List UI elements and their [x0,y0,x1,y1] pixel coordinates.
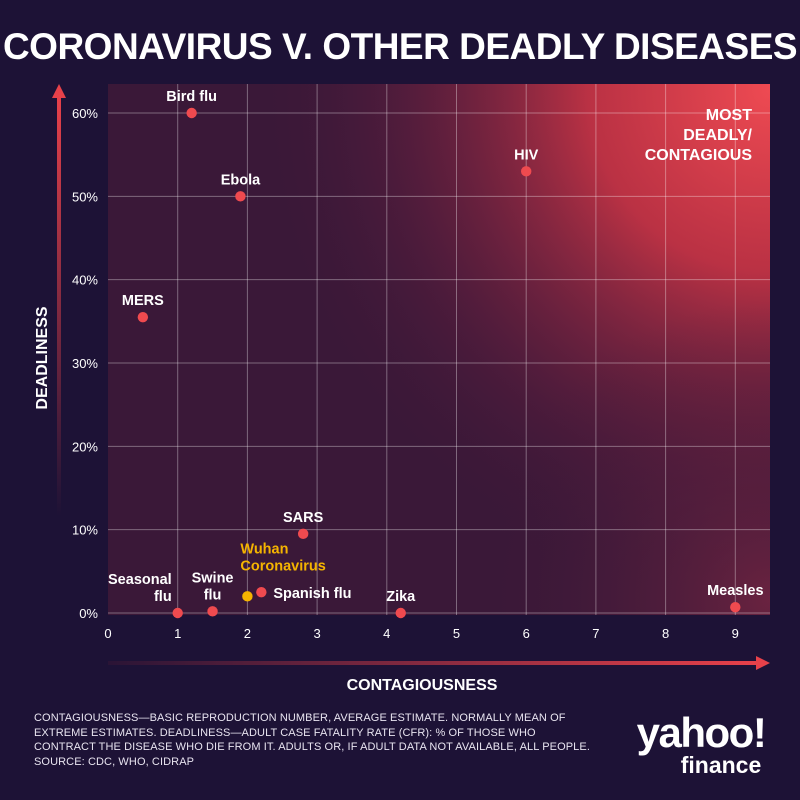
x-tick-label: 0 [104,626,111,641]
data-point [297,528,309,540]
data-point [521,166,532,177]
x-tick-label: 9 [732,626,739,641]
data-label-line: flu [204,587,222,603]
data-label: MERS [122,293,164,309]
data-label: Ebola [221,172,261,188]
data-point [730,601,741,613]
data-point [186,107,197,119]
data-label-line: Seasonal [108,572,172,588]
x-tick-label: 3 [313,626,320,641]
data-label: SARS [283,510,324,526]
x-tick-label: 2 [244,626,251,641]
y-tick-label: 40% [72,273,98,288]
chart-title: CORONAVIRUS V. OTHER DEADLY DISEASES [2,26,798,67]
x-tick-label: 4 [383,626,390,641]
x-tick-label: 6 [523,626,530,641]
footnote-line: CONTAGIOUSNESS—BASIC REPRODUCTION NUMBER… [34,712,566,724]
axis-arrows [52,84,770,670]
grid-lines [108,84,770,615]
data-point [395,607,406,619]
footnote-line: SOURCE: CDC, WHO, CIDRAP [34,755,195,768]
x-axis-arrow-head [756,656,770,670]
logo-subtitle: finance [680,752,762,778]
corner-annotation: MOST DEADLY/CONTAGIOUS [645,107,753,164]
plot-area [108,84,770,615]
y-tick-label: 50% [72,189,98,204]
yahoo-finance-logo: yahoo! finance [626,712,776,777]
x-tick-label: 7 [592,626,599,641]
x-tick-label: 8 [662,626,669,641]
data-label-line: Wuhan [240,541,288,557]
data-label: Wuhan Coronavirus [240,541,325,574]
x-axis-label: CONTAGIOUSNESS [347,677,498,694]
y-tick-label: 10% [72,523,98,538]
tick-labels: 0 1 2 3 4 5 6 7 8 9 0% 10% 20% 30% 40% 50% 60% [72,106,739,641]
y-tick-label: 0% [79,606,98,621]
y-tick-label: 60% [72,106,98,121]
data-label-line: Spanish flu [273,586,351,602]
data-label-line: Bird flu [166,89,217,105]
data-point [172,607,183,619]
data-label: Seasonal flu [108,572,172,605]
data-label-line: Coronavirus [240,558,325,574]
data-label-line: SARS [283,510,324,526]
data-label: Spanish flu [273,586,351,602]
data-label-line: Ebola [221,172,261,188]
x-tick-label: 5 [453,626,460,641]
y-axis-arrow-shaft [57,96,61,516]
data-label: Zika [386,589,416,605]
data-label: HIV [514,147,539,163]
y-axis-arrow-head [52,84,66,98]
data-point [242,591,253,602]
data-point [207,606,218,617]
footnote-line: EXTREME ESTIMATES. DEADLINESS—ADULT CASE… [34,726,536,739]
data-label-line: flu [154,589,172,605]
footnote: CONTAGIOUSNESS—BASIC REPRODUCTION NUMBER… [34,711,594,769]
data-label-line: HIV [514,147,539,163]
y-axis-label: DEADLINESS [34,306,51,409]
data-label: Measles [707,583,763,599]
x-axis-arrow-shaft [108,661,758,665]
x-tick-label: 1 [174,626,181,641]
data-label-line: Swine [192,570,234,586]
data-points: Bird flu Ebola HIV MERS SARS Wuhan Coronavirus… [108,89,764,619]
footnote-line: CONTRACT THE DISEASE WHO DIE FROM IT. AD… [34,741,590,753]
corner-annotation-line: DEADLY/ [683,127,752,144]
corner-annotation-line: CONTAGIOUS [645,147,753,164]
y-tick-label: 20% [72,439,98,454]
data-point [256,586,267,598]
logo-wordmark: yahoo! [636,709,767,756]
corner-annotation-line: MOST [706,107,752,124]
y-tick-label: 30% [72,356,98,371]
data-label-line: Zika [386,589,416,605]
data-label: Swine flu [192,570,234,603]
data-label: Bird flu [166,89,217,105]
data-point [235,191,246,202]
data-point [137,311,149,323]
data-label-line: Measles [707,583,763,599]
data-label-line: MERS [122,293,164,309]
